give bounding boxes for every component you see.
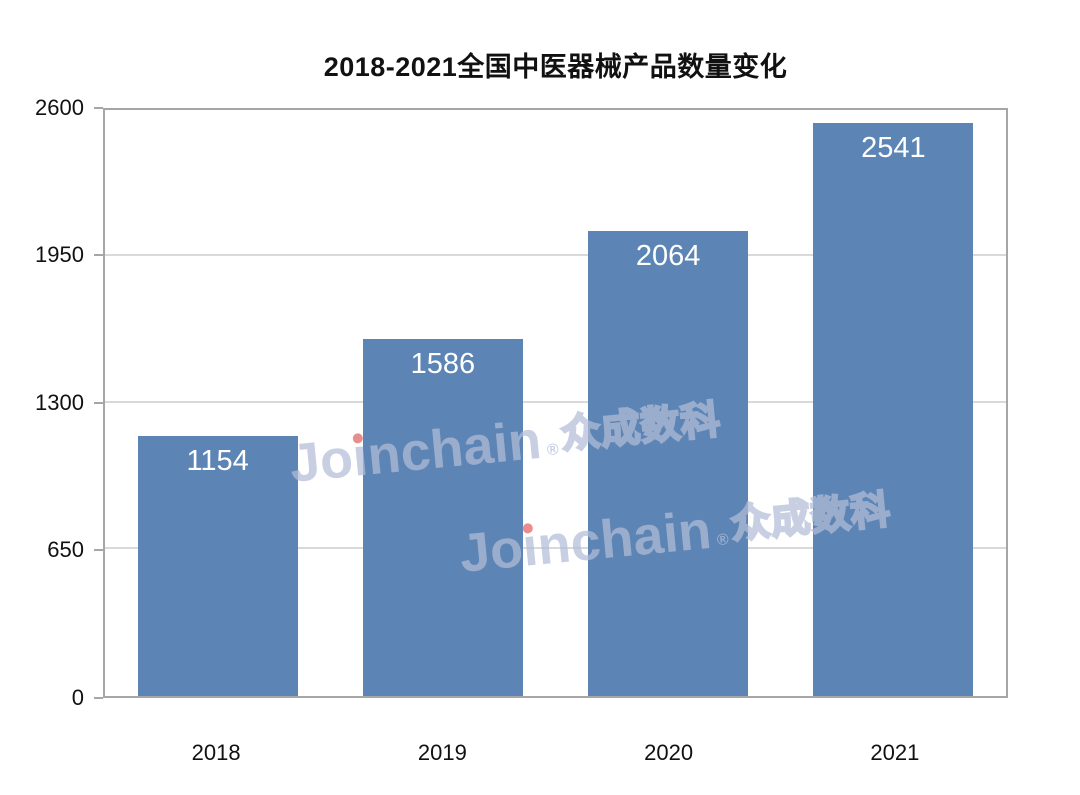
bar-2019: 1586	[362, 338, 523, 696]
bar-slot: 2064	[556, 110, 781, 696]
gridline	[105, 254, 1006, 256]
bar-2018: 1154	[137, 435, 298, 696]
gridline	[105, 547, 1006, 549]
x-axis-label-2021: 2021	[870, 740, 920, 765]
y-axis-tick	[94, 402, 103, 404]
gridline	[105, 401, 1006, 403]
x-axis-label-2020: 2020	[644, 740, 694, 765]
y-axis-tick	[94, 254, 103, 256]
bar-2020: 2064	[588, 230, 749, 696]
bar-value-label: 1154	[186, 444, 249, 477]
y-axis-label: 650	[47, 537, 84, 562]
y-axis-tick	[94, 697, 103, 699]
y-axis-tick	[94, 107, 103, 109]
x-axis-label-2018: 2018	[191, 740, 241, 765]
bars-row: 1154 1586 2064 2541	[105, 110, 1006, 696]
y-axis-label: 2600	[35, 95, 84, 120]
bar-slot: 1154	[105, 110, 330, 696]
bar-value-label: 2541	[861, 132, 926, 165]
y-axis-label: 0	[71, 685, 84, 710]
x-axis-label-2019: 2019	[417, 740, 467, 765]
plot-area: 1154 1586 2064 2541	[103, 108, 1008, 698]
y-axis-label: 1300	[35, 390, 84, 415]
bar-slot: 1586	[330, 110, 555, 696]
y-axis-label: 1950	[35, 242, 84, 267]
y-axis-tick	[94, 549, 103, 551]
bar-slot: 2541	[781, 110, 1006, 696]
bar-2021: 2541	[813, 123, 974, 696]
bar-value-label: 2064	[635, 239, 701, 272]
bar-value-label: 1586	[410, 347, 476, 380]
chart-title: 2018-2021全国中医器械产品数量变化	[323, 52, 788, 82]
x-axis: 2018 2019 2020 2021	[103, 740, 1008, 766]
